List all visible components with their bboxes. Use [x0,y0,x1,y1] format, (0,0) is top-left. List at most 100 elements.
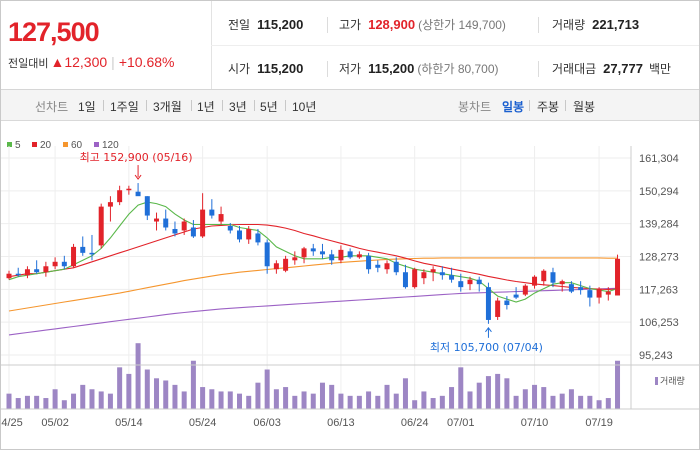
volume-bar [283,387,289,409]
candle-body [246,228,252,240]
nav-separator [285,100,286,111]
candle-body [117,190,123,203]
volume-bar [172,384,178,409]
volume-bar [347,395,353,409]
x-tick-label: 04/25 [1,417,23,429]
candle-body [181,221,187,231]
volume-bar [98,391,104,409]
volume-bar [476,382,482,409]
nav-separator [191,100,192,111]
candle-body [449,275,455,280]
period-1y[interactable]: 1년 [197,100,215,114]
low-value: 115,200 [368,61,415,76]
candle-body [366,255,372,270]
candle-body [80,246,86,253]
nav-separator [146,100,147,111]
volume-bar [319,382,325,409]
candle-body [154,218,160,222]
candle-body [301,248,307,258]
candle-weekly[interactable]: 주봉 [537,100,560,114]
volume-bar [522,389,528,409]
period-3y[interactable]: 3년 [229,100,247,114]
candle-body [430,269,436,273]
legend-swatch-60 [63,142,68,147]
volume-bar [246,395,252,409]
change-label: 전일대비 [8,58,49,70]
period-3m[interactable]: 3개월 [153,100,182,114]
volume-bar [255,382,261,409]
volume-bar [310,393,316,409]
low-cell: 저가 115,200 (하한가 80,700) [339,60,499,77]
volume-bar [485,376,491,409]
divider [538,17,539,33]
volume-bar [338,393,344,409]
open-label: 시가 [228,62,251,76]
period-5y[interactable]: 5년 [260,100,278,114]
amount-unit: 백만 [648,62,672,76]
nav-separator [565,100,566,111]
volume-bar [292,395,298,409]
x-tick-label: 06/24 [401,417,429,429]
price-change: 전일대비 ▲12,300 | +10.68% [8,54,174,71]
candle-body [513,294,519,298]
volume-bar [605,398,611,409]
high-label: 고가 [339,18,362,32]
volume-bar [513,395,519,409]
candle-body [61,261,67,267]
volume-bar [15,398,21,409]
volume-bar [421,391,427,409]
y-tick-label: 128,273 [639,252,679,264]
legend-label-120: 120 [102,140,119,151]
volume-bar [43,398,49,409]
candle-body [393,261,399,273]
upper-limit: (상한가 149,700) [418,18,506,32]
x-tick-label: 05/24 [189,417,217,429]
volume-bar [227,391,233,409]
x-tick-label: 06/13 [327,417,355,429]
volume-bar [135,343,141,409]
candle-monthly[interactable]: 월봉 [573,100,596,114]
volume-bar [615,360,621,409]
candle-body [485,287,491,320]
volume-bar [71,393,77,409]
candle-body [218,214,224,222]
amount-cell: 거래대금 27,777 백만 [552,60,671,77]
volume-bar [430,398,436,409]
period-1w[interactable]: 1주일 [110,100,139,114]
legend-swatch-120 [94,142,99,147]
volume-bar [449,387,455,409]
line-chart-label: 선차트 [35,100,69,114]
candle-body [209,209,215,216]
y-tick-label: 95,243 [639,350,673,362]
x-tick-label: 07/10 [521,417,549,429]
candle-body [237,230,242,240]
x-tick-label: 07/19 [585,417,613,429]
change-amount: ▲12,300 [50,54,108,70]
divider [538,61,539,77]
period-10y[interactable]: 10년 [292,100,317,114]
legend-label-5: 5 [15,140,21,151]
candle-body [273,263,279,270]
volume-bar [144,369,150,409]
volume-bar [356,395,362,409]
volume-label: 거래량 [552,18,586,32]
x-tick-label: 05/14 [115,417,143,429]
legend-swatch-5 [7,142,12,147]
high-annotation: 최고 152,900 (05/16) [80,151,193,164]
period-1d[interactable]: 1일 [78,100,96,114]
volume-bar [541,387,547,409]
prev-close-value: 115,200 [257,17,304,32]
candle-body [550,272,556,283]
candle-daily[interactable]: 일봉 [502,100,525,114]
volume-bar [34,395,40,409]
y-tick-label: 106,253 [639,317,679,329]
x-tick-label: 05/02 [41,417,69,429]
candle-body [522,285,528,295]
legend-label-20: 20 [40,140,52,151]
volume-legend-label: 거래량 [660,375,685,387]
nav-separator [529,100,530,111]
high-cell: 고가 128,900 (상한가 149,700) [339,16,506,33]
candle-body [605,291,611,295]
candle-body [126,188,132,191]
legend-label-60: 60 [71,140,83,151]
